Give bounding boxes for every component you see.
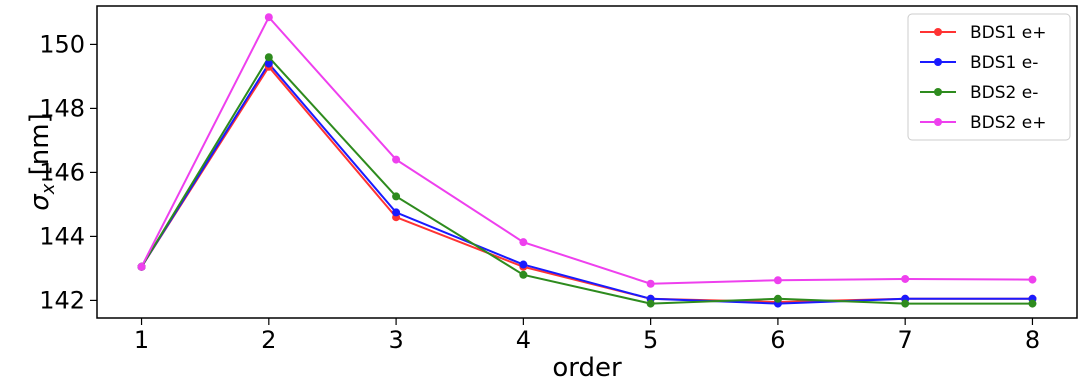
data-point-bds1-eminus [264,59,273,68]
y-axis-label: σx [nm] [25,113,59,211]
legend-swatch-marker [934,58,942,66]
x-tick-label: 6 [770,326,785,354]
x-axis-label: order [552,353,622,382]
y-tick-label: 148 [39,94,85,122]
x-tick-label: 5 [643,326,658,354]
data-point-bds2-eminus [773,294,782,303]
data-point-bds2-eplus [264,13,273,22]
series-points [137,13,1037,308]
y-tick-label: 146 [39,158,85,186]
data-point-bds2-eminus [519,270,528,279]
data-point-bds1-eminus [519,260,528,269]
x-tick-label: 1 [134,326,149,354]
x-tick-label: 8 [1025,326,1040,354]
legend: BDS1 e+ BDS1 e- BDS2 e- BDS2 e+ [907,13,1071,141]
legend-swatch-marker [934,28,942,36]
data-point-bds2-eminus [392,192,401,201]
legend-box [907,13,1071,141]
series-line-bds1-eminus [140,61,1033,305]
y-tick-label: 144 [39,222,85,250]
series-line-bds2-eplus [140,15,1033,285]
data-point-bds2-eminus [901,299,910,308]
data-point-bds2-eplus [392,155,401,164]
legend-label: BDS2 e+ [970,113,1046,133]
legend-swatch-marker [934,88,942,96]
data-point-bds2-eplus [773,276,782,285]
x-tick-label: 7 [898,326,913,354]
legend-swatch-marker [934,118,942,126]
series-line-bds1-eplus [140,65,1033,304]
data-point-bds2-eplus [519,238,528,247]
data-point-bds2-eplus [137,262,146,271]
data-point-bds2-eplus [1028,275,1037,284]
y-axis-label-subscript: x [38,183,59,195]
data-point-bds2-eminus [646,299,655,308]
legend-label: BDS1 e+ [970,23,1046,43]
data-point-bds2-eplus [901,274,910,283]
x-tick-label: 2 [261,326,276,354]
axis-ticks: 1 2 3 4 5 6 7 8 142 144 146 148 150 [39,30,1040,354]
data-point-bds2-eminus [264,53,273,62]
y-tick-label: 150 [39,30,85,58]
y-tick-label: 142 [39,286,85,314]
plot-frame [96,5,1078,319]
svg-text:σx [nm]: σx [nm] [25,113,59,211]
data-point-bds2-eplus [646,279,655,288]
y-axis-label-unit: [nm] [25,113,55,183]
legend-label: BDS1 e- [970,53,1038,73]
data-point-bds2-eminus [1028,299,1037,308]
x-tick-label: 3 [388,326,403,354]
series-lines [140,15,1033,305]
x-tick-label: 4 [516,326,531,354]
series-line-bds2-eminus [140,55,1033,305]
data-point-bds1-eminus [392,208,401,217]
legend-label: BDS2 e- [970,83,1038,103]
y-axis-label-symbol: σ [25,193,55,211]
